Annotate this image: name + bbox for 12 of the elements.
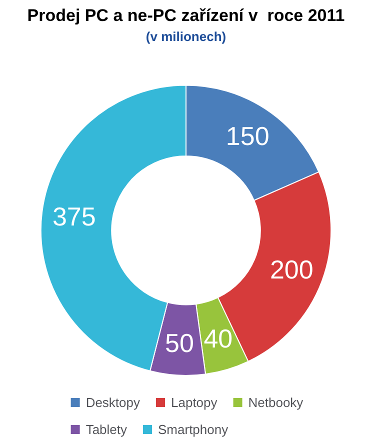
chart-subtitle: (v milionech) [146,29,226,44]
legend-label: Tablety [86,422,128,437]
legend-label: Laptopy [171,395,218,410]
legend-label: Smartphony [158,422,229,437]
legend-label: Netbooky [248,395,304,410]
legend-label: Desktopy [86,395,141,410]
data-label: 50 [165,328,194,358]
chart-title: Prodej PC a ne-PC zařízení v roce 2011 [27,6,345,25]
data-label: 40 [204,323,233,354]
data-label: 375 [52,201,96,232]
data-label: 200 [270,254,314,285]
data-label: 150 [226,120,270,151]
